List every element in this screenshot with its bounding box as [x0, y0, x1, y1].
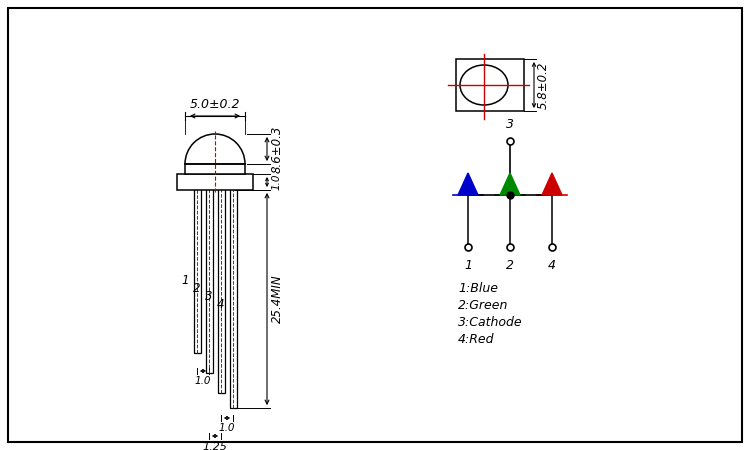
Bar — [206, 185, 212, 373]
Text: 2: 2 — [194, 282, 201, 294]
Text: 1.0: 1.0 — [195, 376, 211, 386]
Text: 25.4MIN: 25.4MIN — [271, 274, 284, 323]
Text: 1.0: 1.0 — [271, 174, 281, 190]
Text: 4:Red: 4:Red — [458, 333, 494, 346]
Text: 3:Cathode: 3:Cathode — [458, 316, 523, 329]
Ellipse shape — [460, 65, 508, 105]
Bar — [177, 174, 253, 190]
Text: 1: 1 — [182, 274, 189, 287]
Bar — [194, 185, 200, 353]
Bar — [456, 59, 524, 111]
Text: 4: 4 — [548, 259, 556, 272]
Bar — [230, 185, 236, 408]
Text: 1.25: 1.25 — [202, 442, 227, 450]
Polygon shape — [542, 173, 562, 195]
Polygon shape — [458, 173, 478, 195]
Text: 1.0: 1.0 — [219, 423, 236, 433]
Text: 1:Blue: 1:Blue — [458, 282, 498, 295]
Bar — [185, 164, 245, 174]
Text: 1: 1 — [464, 259, 472, 272]
Text: 4: 4 — [217, 297, 225, 310]
Text: 3: 3 — [506, 118, 514, 131]
Text: 5.0±0.2: 5.0±0.2 — [190, 98, 240, 111]
Bar — [217, 185, 224, 393]
Text: 8.6±0.3: 8.6±0.3 — [271, 125, 284, 173]
Polygon shape — [500, 173, 520, 195]
Text: 3: 3 — [206, 289, 213, 302]
Text: 2: 2 — [506, 259, 514, 272]
Text: 2:Green: 2:Green — [458, 299, 509, 312]
Text: 5.8±0.2: 5.8±0.2 — [537, 61, 550, 109]
